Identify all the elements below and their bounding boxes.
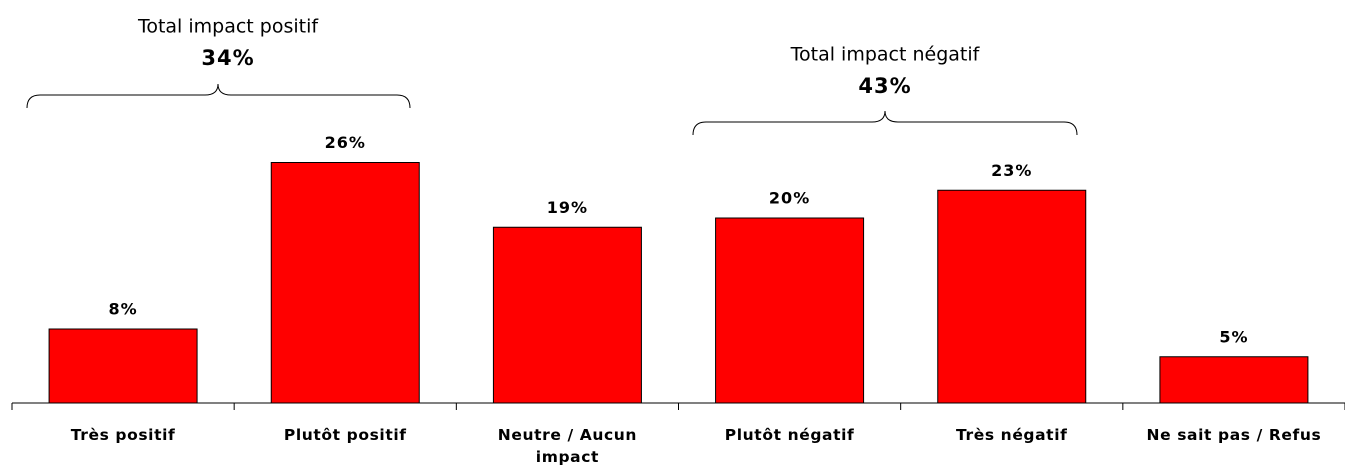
bar bbox=[48, 328, 198, 404]
annotation-value: 34% bbox=[201, 46, 254, 70]
value-label: 23% bbox=[991, 161, 1032, 180]
x-tick-label: Plutôt positif bbox=[283, 426, 407, 444]
value-label: 5% bbox=[1219, 327, 1248, 346]
x-tick-label: Neutre / Aucun impact bbox=[497, 426, 638, 466]
bar bbox=[270, 162, 420, 404]
brace bbox=[692, 110, 1078, 136]
annotation-value: 43% bbox=[858, 74, 911, 98]
x-tick-label: Très positif bbox=[70, 426, 176, 444]
value-label: 19% bbox=[547, 198, 588, 217]
value-label: 8% bbox=[108, 300, 137, 319]
x-tick-label: Plutôt négatif bbox=[724, 426, 855, 444]
bar bbox=[492, 226, 642, 404]
x-tick-label: Ne sait pas / Refus bbox=[1146, 426, 1322, 444]
value-label: 20% bbox=[769, 189, 810, 208]
brace bbox=[26, 83, 411, 109]
annotation-text: Total impact négatif bbox=[790, 44, 981, 66]
bar bbox=[937, 189, 1087, 404]
x-tick-label: Très négatif bbox=[956, 426, 1068, 444]
bar bbox=[1159, 356, 1309, 404]
bar bbox=[715, 217, 865, 404]
value-label: 26% bbox=[325, 133, 366, 152]
annotation-text: Total impact positif bbox=[137, 16, 319, 38]
